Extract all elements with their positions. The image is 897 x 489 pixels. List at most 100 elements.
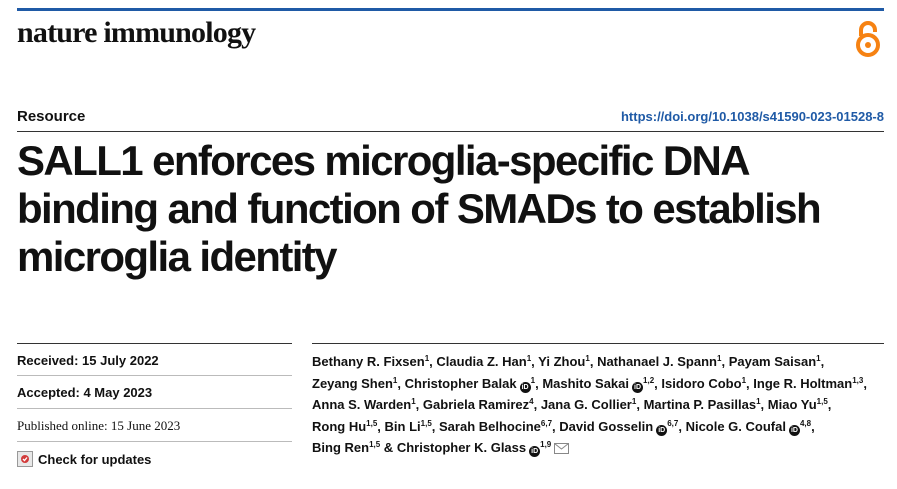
doi-link[interactable]: https://doi.org/10.1038/s41590-023-01528… <box>620 109 884 124</box>
author[interactable]: Rong Hu1,5, <box>312 419 381 434</box>
author-separator: , <box>721 354 726 369</box>
author-separator: , <box>589 354 594 369</box>
received-date: Received: 15 July 2022 <box>17 353 159 368</box>
author-name: Isidoro Cobo <box>661 375 742 391</box>
author-name: Sarah Belhocine <box>439 418 541 434</box>
author-affiliation: 6,7 <box>667 418 679 428</box>
author[interactable]: Bing Ren1,5 & <box>312 440 393 455</box>
author-name: Rong Hu <box>312 418 367 434</box>
author-separator: , <box>678 418 682 434</box>
author-name: Christopher K. Glass <box>396 440 527 455</box>
author-separator: , <box>531 354 535 369</box>
author[interactable]: Miao Yu1,5, <box>768 397 832 412</box>
orcid-icon[interactable]: iD <box>519 381 531 393</box>
orcid-icon[interactable]: iD <box>529 446 541 457</box>
author-affiliation: 1 <box>631 397 637 406</box>
orcid-icon[interactable]: iD <box>632 381 644 393</box>
author[interactable]: Bin Li1,5, <box>385 419 436 434</box>
author-separator: , <box>533 397 538 412</box>
author-separator: , <box>820 354 825 369</box>
author[interactable]: David Gosselin iD6,7, <box>559 418 682 436</box>
author-affiliation: 1 <box>392 375 398 385</box>
author-separator: , <box>636 397 640 412</box>
author-name: Payam Saisan <box>728 354 817 369</box>
author-list: Bethany R. Fixsen1, Claudia Z. Han1, Yi … <box>312 351 887 459</box>
author-name: Christopher Balak <box>404 375 517 391</box>
author-name: Anna S. Warden <box>312 397 412 412</box>
author[interactable]: Gabriela Ramirez4, <box>423 397 537 412</box>
author-name: Bing Ren <box>312 440 370 455</box>
author-separator: , <box>397 375 401 391</box>
author-name: Jana G. Collier <box>540 397 632 412</box>
author-affiliation: 1 <box>424 354 430 363</box>
orcid-icon[interactable]: iD <box>656 424 668 436</box>
author-name: Yi Zhou <box>538 354 586 369</box>
author[interactable]: Inge R. Holtman1,3, <box>753 376 867 391</box>
author[interactable]: Sarah Belhocine6,7, <box>439 419 556 434</box>
author[interactable]: Jana G. Collier1, <box>541 397 640 412</box>
author-name: Nicole G. Coufal <box>685 418 786 434</box>
published-date: Published online: 15 June 2023 <box>17 418 181 433</box>
author[interactable]: Payam Saisan1, <box>729 354 825 369</box>
author-affiliation: 1,5 <box>816 397 828 406</box>
author-separator: , <box>429 354 433 369</box>
author-separator: , <box>552 418 556 434</box>
divider <box>17 408 292 409</box>
check-updates-button[interactable]: Check for updates <box>17 451 151 467</box>
author[interactable]: Martina P. Pasillas1, <box>644 397 765 412</box>
open-access-icon <box>856 21 880 57</box>
author[interactable]: Anna S. Warden1, <box>312 397 419 412</box>
author-affiliation: 1 <box>585 354 590 363</box>
author-separator: , <box>377 418 381 434</box>
article-title: SALL1 enforces microglia-specific DNA bi… <box>17 137 822 280</box>
author-separator: , <box>654 375 658 391</box>
author[interactable]: Yi Zhou1, <box>538 354 593 369</box>
author-separator: , <box>415 397 420 412</box>
author-name: Bethany R. Fixsen <box>312 354 425 369</box>
check-updates-icon <box>17 451 33 467</box>
author[interactable]: Claudia Z. Han1, <box>436 354 534 369</box>
author-affiliation: 1,2 <box>643 375 655 385</box>
divider <box>312 343 884 344</box>
author[interactable]: Christopher K. Glass iD1,9 <box>396 440 570 457</box>
author-affiliation: 4,8 <box>799 418 812 428</box>
check-updates-label: Check for updates <box>38 451 152 467</box>
author-affiliation: 1 <box>716 354 722 363</box>
author-affiliation: 1,5 <box>369 440 381 449</box>
author-affiliation: 1 <box>756 397 761 406</box>
author-name: Nathanael J. Spann <box>597 354 717 369</box>
author-name: David Gosselin <box>559 418 654 434</box>
author-affiliation: 1 <box>411 397 416 406</box>
author-name: Claudia Z. Han <box>436 354 527 369</box>
author-affiliation: 1,3 <box>852 375 864 385</box>
journal-name: nature immunology <box>17 16 256 49</box>
author-affiliation: 1 <box>741 375 747 385</box>
author-name: Zeyang Shen <box>312 375 393 391</box>
author[interactable]: Nathanael J. Spann1, <box>597 354 725 369</box>
author-affiliation: 1 <box>530 375 536 385</box>
author-separator: , <box>535 375 539 391</box>
author[interactable]: Bethany R. Fixsen1, <box>312 354 433 369</box>
section-label: Resource <box>17 108 86 125</box>
author[interactable]: Zeyang Shen1, <box>312 376 401 391</box>
author-name: Gabriela Ramirez <box>422 397 530 412</box>
author-separator: , <box>811 418 815 434</box>
author[interactable]: Mashito Sakai iD1,2, <box>542 375 658 393</box>
divider <box>17 441 292 442</box>
orcid-icon[interactable]: iD <box>788 424 800 436</box>
mail-icon[interactable] <box>554 443 570 454</box>
author-name: Miao Yu <box>767 397 817 412</box>
author-separator: , <box>746 375 750 391</box>
author-affiliation: 1 <box>526 354 532 363</box>
author[interactable]: Christopher Balak iD1, <box>404 375 539 393</box>
author-separator: , <box>760 397 765 412</box>
author-separator: , <box>827 397 832 412</box>
author-affiliation: 1,5 <box>420 418 432 428</box>
divider <box>17 375 292 376</box>
author-affiliation: 1,5 <box>366 418 378 428</box>
author[interactable]: Isidoro Cobo1, <box>661 376 749 391</box>
accepted-date: Accepted: 4 May 2023 <box>17 385 153 400</box>
author-separator: , <box>431 418 436 434</box>
author[interactable]: Nicole G. Coufal iD4,8, <box>685 418 815 436</box>
divider <box>17 343 292 344</box>
